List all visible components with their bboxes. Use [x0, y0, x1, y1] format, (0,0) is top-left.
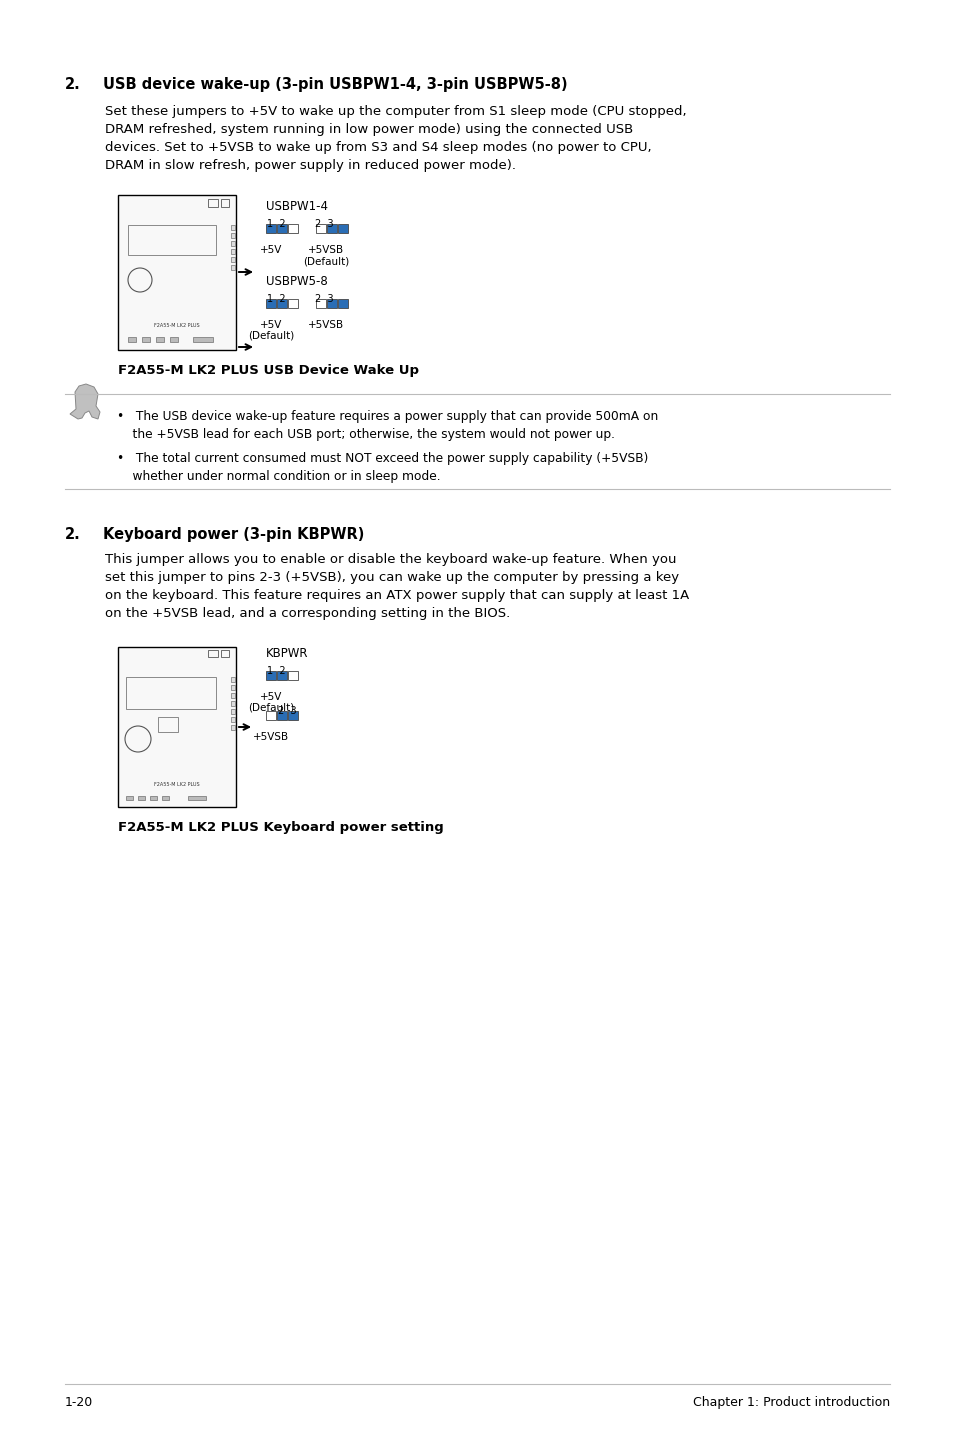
Bar — [208, 199, 218, 208]
Bar — [231, 702, 234, 706]
Bar — [327, 223, 336, 233]
Bar — [231, 265, 234, 271]
Text: 1  2: 1 2 — [267, 219, 285, 229]
Bar — [231, 684, 234, 690]
Text: on the keyboard. This feature requires an ATX power supply that can supply at le: on the keyboard. This feature requires a… — [105, 589, 688, 601]
Bar — [126, 677, 215, 709]
Text: USBPW1-4: USBPW1-4 — [266, 200, 328, 213]
Text: F2A55-M LK2 PLUS: F2A55-M LK2 PLUS — [154, 782, 199, 788]
Bar — [128, 225, 215, 255]
Text: whether under normal condition or in sleep mode.: whether under normal condition or in sle… — [117, 470, 440, 483]
Bar — [231, 241, 234, 246]
Text: (Default): (Default) — [248, 703, 294, 713]
Bar — [162, 796, 169, 800]
Bar — [193, 337, 213, 342]
Polygon shape — [70, 384, 100, 420]
Text: devices. Set to +5VSB to wake up from S3 and S4 sleep modes (no power to CPU,: devices. Set to +5VSB to wake up from S3… — [105, 140, 651, 155]
Bar — [315, 299, 326, 308]
Bar — [231, 249, 234, 253]
Text: +5VSB: +5VSB — [253, 732, 289, 742]
Bar — [288, 299, 297, 308]
Text: •   The USB device wake-up feature requires a power supply that can provide 500m: • The USB device wake-up feature require… — [117, 410, 658, 422]
Bar — [276, 299, 287, 308]
Bar — [276, 672, 287, 680]
Text: on the +5VSB lead, and a corresponding setting in the BIOS.: on the +5VSB lead, and a corresponding s… — [105, 607, 510, 620]
Bar — [158, 717, 178, 732]
Bar — [208, 650, 218, 657]
Bar — [231, 725, 234, 730]
Text: 2.: 2. — [65, 527, 81, 541]
Text: 2  3: 2 3 — [277, 706, 296, 716]
Bar — [231, 709, 234, 715]
Text: This jumper allows you to enable or disable the keyboard wake-up feature. When y: This jumper allows you to enable or disa… — [105, 553, 676, 566]
Text: F2A55-M LK2 PLUS USB Device Wake Up: F2A55-M LK2 PLUS USB Device Wake Up — [118, 364, 418, 377]
Bar — [231, 677, 234, 682]
Bar — [327, 299, 336, 308]
Text: DRAM in slow refresh, power supply in reduced power mode).: DRAM in slow refresh, power supply in re… — [105, 159, 516, 172]
Text: (Default): (Default) — [302, 256, 349, 266]
Bar — [315, 223, 326, 233]
Text: +5V: +5V — [259, 245, 282, 255]
Bar — [138, 796, 145, 800]
Text: F2A55-M LK2 PLUS: F2A55-M LK2 PLUS — [154, 324, 199, 328]
Bar — [118, 195, 235, 349]
Bar — [231, 233, 234, 238]
Bar — [231, 225, 234, 231]
Bar — [266, 712, 275, 720]
Bar — [276, 223, 287, 233]
Text: DRAM refreshed, system running in low power mode) using the connected USB: DRAM refreshed, system running in low po… — [105, 123, 633, 136]
Bar — [337, 223, 348, 233]
Bar — [276, 712, 287, 720]
Bar — [288, 223, 297, 233]
Text: 1-20: 1-20 — [65, 1396, 93, 1409]
Text: +5V: +5V — [259, 692, 282, 702]
Bar — [266, 672, 275, 680]
Bar — [231, 256, 234, 262]
Bar — [221, 199, 229, 208]
Bar — [266, 299, 275, 308]
Bar — [142, 337, 150, 342]
Bar — [150, 796, 157, 800]
Text: Chapter 1: Product introduction: Chapter 1: Product introduction — [692, 1396, 889, 1409]
Bar — [118, 647, 235, 808]
Text: 1  2: 1 2 — [267, 294, 285, 304]
Bar — [231, 717, 234, 722]
Text: 2.: 2. — [65, 77, 81, 92]
Bar — [221, 650, 229, 657]
Bar — [188, 796, 206, 800]
Text: 2  3: 2 3 — [314, 294, 334, 304]
Text: 1  2: 1 2 — [267, 666, 285, 676]
Text: •   The total current consumed must NOT exceed the power supply capability (+5VS: • The total current consumed must NOT ex… — [117, 453, 648, 465]
Text: KBPWR: KBPWR — [266, 647, 308, 660]
Bar — [156, 337, 164, 342]
Text: +5V: +5V — [259, 319, 282, 329]
Text: the +5VSB lead for each USB port; otherwise, the system would not power up.: the +5VSB lead for each USB port; otherw… — [117, 428, 615, 441]
Bar — [231, 693, 234, 697]
Text: +5VSB: +5VSB — [308, 319, 344, 329]
Bar — [288, 672, 297, 680]
Bar — [128, 337, 136, 342]
Text: Set these jumpers to +5V to wake up the computer from S1 sleep mode (CPU stopped: Set these jumpers to +5V to wake up the … — [105, 105, 686, 117]
Text: Keyboard power (3-pin KBPWR): Keyboard power (3-pin KBPWR) — [103, 527, 364, 541]
Bar — [170, 337, 178, 342]
Text: USB device wake-up (3-pin USBPW1-4, 3-pin USBPW5-8): USB device wake-up (3-pin USBPW1-4, 3-pi… — [103, 77, 567, 92]
Bar — [266, 223, 275, 233]
Text: USBPW5-8: USBPW5-8 — [266, 275, 328, 288]
Bar — [288, 712, 297, 720]
Bar — [337, 299, 348, 308]
Text: +5VSB: +5VSB — [308, 245, 344, 255]
Text: (Default): (Default) — [248, 331, 294, 341]
Text: 2  3: 2 3 — [314, 219, 334, 229]
Bar — [126, 796, 132, 800]
Text: F2A55-M LK2 PLUS Keyboard power setting: F2A55-M LK2 PLUS Keyboard power setting — [118, 821, 443, 833]
Text: set this jumper to pins 2-3 (+5VSB), you can wake up the computer by pressing a : set this jumper to pins 2-3 (+5VSB), you… — [105, 571, 679, 584]
